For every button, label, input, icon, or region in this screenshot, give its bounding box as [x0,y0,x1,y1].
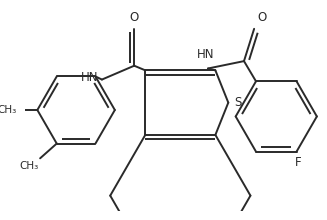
Text: CH₃: CH₃ [0,105,17,115]
Text: O: O [129,11,139,24]
Text: CH₃: CH₃ [19,161,38,171]
Text: HN: HN [81,71,98,84]
Text: O: O [257,11,266,24]
Text: S: S [234,96,241,109]
Text: HN: HN [197,48,214,61]
Text: F: F [295,156,302,169]
